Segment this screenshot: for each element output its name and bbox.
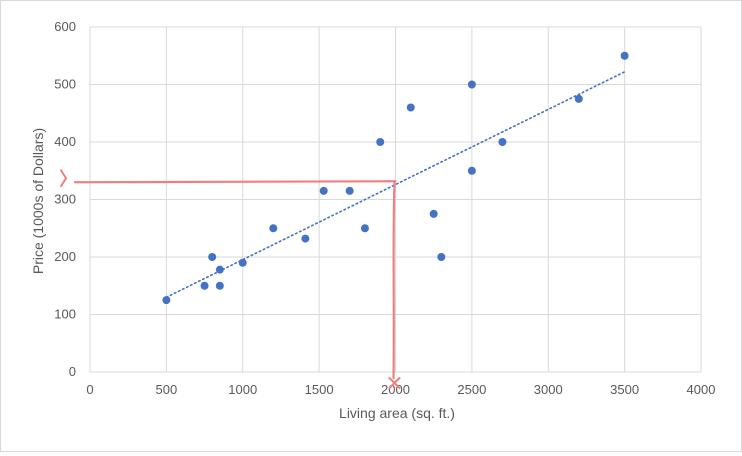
y-axis-tick-labels: 0 100 200 300 400 500 600 [54,19,76,379]
data-point [360,224,369,233]
hand-drawn-annotation [60,169,401,389]
x-tick-label: 2000 [381,382,410,397]
data-point [345,186,354,195]
x-tick-label: 4000 [687,382,716,397]
data-point [215,281,224,290]
data-point [498,138,507,146]
data-point [319,186,328,195]
y-tick-label: 0 [69,364,76,379]
data-point [574,94,583,103]
y-tick-label: 500 [54,77,76,92]
data-point [620,51,629,60]
data-point [467,166,476,175]
data-point [208,253,217,261]
x-axis-title: Living area (sq. ft.) [339,405,455,421]
x-tick-label: 500 [156,382,178,397]
y-tick-label: 100 [54,307,76,322]
annotation-arrow-mark [60,169,67,188]
y-tick-label: 600 [54,19,76,34]
x-tick-label: 3000 [534,382,563,397]
data-point [238,258,247,267]
x-tick-label: 0 [86,382,93,397]
data-point [376,138,385,146]
data-point [301,234,310,243]
x-tick-label: 2500 [457,382,486,397]
x-axis-tick-labels: 0 500 1000 1500 2000 2500 3000 3500 4000 [86,382,715,397]
annotation-x-mark [388,377,401,389]
gridlines [89,26,702,373]
data-point [437,253,446,261]
data-point [162,296,171,305]
x-tick-label: 3500 [610,382,639,397]
data-point [200,281,209,290]
data-points [162,51,629,305]
y-tick-label: 300 [54,192,76,207]
y-axis-title: Price (1000s of Dollars) [30,128,46,274]
data-point [269,224,278,233]
data-point [429,209,438,218]
x-tick-label: 1500 [305,382,334,397]
annotation-horizontal-line [73,180,397,184]
data-point [406,103,415,112]
annotation-vertical-line [392,181,396,380]
y-tick-label: 200 [54,249,76,264]
data-point [467,80,476,89]
data-point [215,265,224,274]
x-tick-label: 1000 [228,382,257,397]
y-tick-label: 400 [54,134,76,149]
